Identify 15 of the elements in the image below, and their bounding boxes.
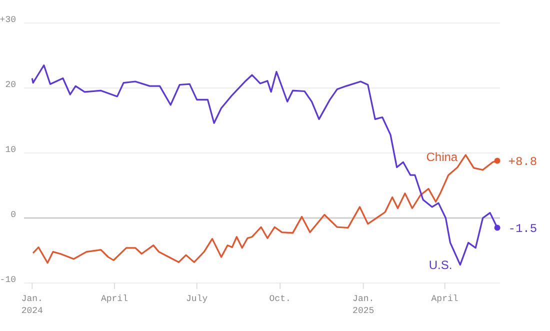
x-tick-label: Jan. 2025 <box>352 294 374 316</box>
y-tick-label: 10 <box>5 145 16 156</box>
x-tick-label: Oct. <box>269 294 291 304</box>
x-tick-label: Jan. 2024 <box>21 294 43 316</box>
annotation: +8.8 <box>508 155 538 170</box>
x-tick-label: April <box>100 294 128 304</box>
y-tick-label: +30 <box>0 15 16 26</box>
x-tick-label: April <box>431 294 458 304</box>
x-tick-label: July <box>186 294 208 304</box>
series-label: China <box>426 150 458 164</box>
series-label: U.S. <box>428 258 452 272</box>
annotation: -1.5 <box>508 222 538 236</box>
y-tick-label: 20 <box>5 80 16 90</box>
y-tick-label: 0 <box>10 210 16 220</box>
y-tick-label: -10 <box>0 275 16 286</box>
